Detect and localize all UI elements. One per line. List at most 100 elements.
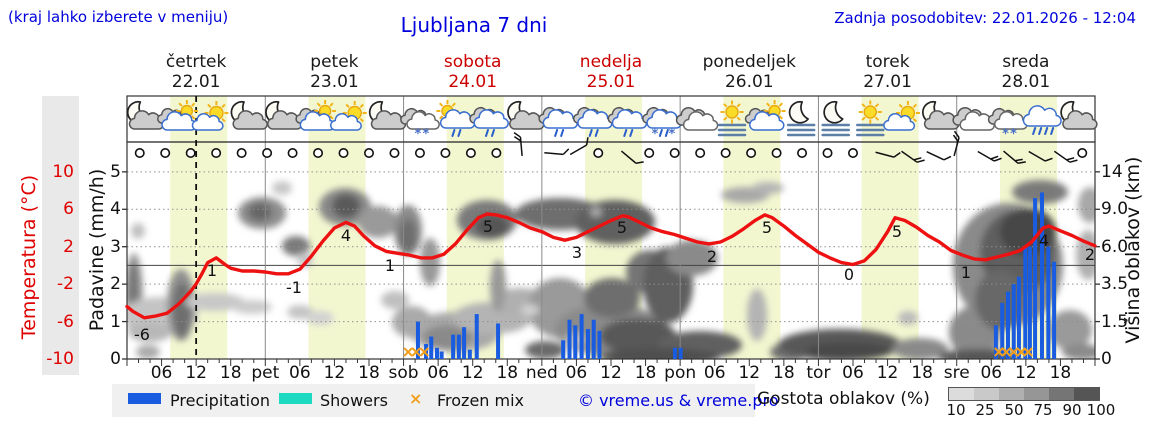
svg-text:*: * bbox=[422, 127, 429, 142]
svg-text:3: 3 bbox=[572, 243, 582, 262]
cloud-tick-14: 14 bbox=[1101, 161, 1123, 182]
temp-tick--2: -2 bbox=[57, 274, 74, 295]
weather-icon-snow-cloud: * * bbox=[987, 107, 1028, 142]
precip-tick-0: 0 bbox=[110, 349, 121, 369]
time-label-6-12: 12 bbox=[1015, 363, 1037, 383]
time-label-2-18: 18 bbox=[496, 363, 519, 383]
day-date: 22.01 bbox=[171, 72, 221, 92]
svg-text:*: * bbox=[651, 127, 658, 142]
svg-text:1: 1 bbox=[961, 263, 971, 282]
time-label-2-12: 12 bbox=[461, 363, 484, 383]
weather-icon-sun-shower bbox=[436, 100, 476, 137]
weather-icon-heavy-rain bbox=[1022, 105, 1062, 135]
time-label-4-12: 12 bbox=[738, 363, 761, 383]
svg-text:-6: -6 bbox=[134, 325, 150, 344]
weather-icon-cloud-sun bbox=[157, 100, 198, 131]
day-header-petek: petek 23.01 bbox=[265, 52, 403, 92]
day-date: 25.01 bbox=[586, 72, 636, 92]
svg-text:5: 5 bbox=[483, 217, 493, 236]
cloud-tick-3.5: 3.5 bbox=[1101, 274, 1129, 295]
frozen-mix-legend-label: Frozen mix bbox=[437, 391, 525, 410]
showers-legend-label: Showers bbox=[320, 391, 388, 410]
density-tick-10: 10 bbox=[946, 401, 966, 419]
time-label-6-18: 18 bbox=[1049, 363, 1072, 383]
day-name: nedelja bbox=[579, 52, 643, 72]
day-name: torek bbox=[865, 52, 910, 72]
svg-text:-1: -1 bbox=[286, 278, 302, 297]
svg-text:5: 5 bbox=[892, 222, 902, 241]
time-label-5-06: 06 bbox=[842, 363, 864, 383]
temperature-value-labels: -6 1 -1 4 1 5 3 5 2 5 0 5 1 4 2 bbox=[134, 217, 1095, 344]
precip-tick-2: 2 bbox=[110, 274, 121, 295]
frozen-mix-icon: × bbox=[409, 389, 423, 408]
weather-icon-sun-cloud bbox=[883, 101, 920, 131]
weather-icon-cloud-sun bbox=[744, 100, 786, 131]
temp-tick--6: -6 bbox=[57, 311, 74, 332]
day-date: 27.01 bbox=[863, 72, 912, 92]
day-date: 28.01 bbox=[1001, 72, 1051, 92]
time-label-0-18: 18 bbox=[219, 363, 242, 383]
svg-text:5: 5 bbox=[762, 218, 772, 237]
temp-tick-10: 10 bbox=[52, 161, 74, 182]
svg-text:2: 2 bbox=[707, 247, 717, 266]
weather-icon-rain-cloud bbox=[572, 106, 613, 137]
svg-text:*: * bbox=[414, 127, 421, 142]
day-header-nedelja: nedelja 25.01 bbox=[542, 52, 680, 92]
time-label-5-12: 12 bbox=[876, 363, 899, 383]
temperature-axis-strip bbox=[42, 96, 79, 375]
day-abbr-pon: pon bbox=[664, 363, 697, 383]
svg-text:0: 0 bbox=[844, 265, 854, 284]
weather-icon-sun-cloud bbox=[191, 101, 229, 131]
page-title: Ljubljana 7 dni bbox=[400, 13, 548, 37]
svg-text:4: 4 bbox=[1039, 231, 1049, 250]
weather-icon-snow-cloud: * * bbox=[400, 107, 440, 142]
precipitation-legend-label: Precipitation bbox=[170, 391, 271, 410]
showers-swatch bbox=[279, 393, 312, 404]
day-name: sreda bbox=[1002, 52, 1050, 72]
last-updated: Zadnja posodobitev: 22.01.2026 - 12:04 bbox=[834, 9, 1136, 27]
density-tick-90: 90 bbox=[1062, 401, 1082, 419]
weather-icon-moon-cloud bbox=[922, 100, 960, 130]
frozen-mix-marks bbox=[403, 347, 1033, 357]
legend-band bbox=[112, 384, 755, 417]
weather-icons-row: * * * * * * bbox=[126, 100, 1098, 142]
cloud-tick-6.0: 6.0 bbox=[1101, 236, 1129, 257]
temp-tick-2: 2 bbox=[63, 236, 74, 257]
day-abbr-sre: sre bbox=[943, 363, 970, 383]
density-tick-25: 25 bbox=[975, 401, 995, 419]
density-swatch-75 bbox=[1024, 388, 1049, 400]
time-label-0-06: 06 bbox=[150, 363, 173, 383]
weather-icon-sleet-cloud: * * bbox=[642, 106, 682, 142]
weather-icon-moon-cloud bbox=[368, 100, 407, 130]
svg-text:*: * bbox=[1002, 127, 1009, 142]
density-tick-50: 50 bbox=[1004, 401, 1024, 419]
precipitation-bars bbox=[415, 192, 1057, 359]
copyright-link[interactable]: © vreme.us & vreme.pro bbox=[578, 391, 779, 410]
svg-text:*: * bbox=[1010, 127, 1017, 142]
weather-icon-cloudy bbox=[675, 107, 719, 131]
density-swatch-90 bbox=[1049, 388, 1074, 400]
cloud-density-legend-label: Gostota oblakov (%) bbox=[757, 389, 930, 409]
weather-icon-fog-sun bbox=[856, 100, 885, 137]
day-header-četrtek: četrtek 22.01 bbox=[127, 52, 265, 92]
density-swatch-50 bbox=[999, 388, 1024, 400]
day-date: 24.01 bbox=[448, 72, 498, 92]
svg-text:1: 1 bbox=[207, 261, 217, 280]
svg-text:*: * bbox=[668, 127, 675, 142]
cloud-density-gradient-bar bbox=[948, 387, 1100, 401]
day-name: petek bbox=[310, 52, 359, 72]
day-name: četrtek bbox=[165, 52, 227, 72]
time-label-5-18: 18 bbox=[911, 363, 933, 383]
weather-icon-sun-cloud bbox=[330, 101, 367, 131]
day-header-torek: torek 27.01 bbox=[818, 52, 956, 92]
precipitation-swatch bbox=[128, 393, 161, 404]
precip-tick-4: 4 bbox=[110, 199, 121, 220]
time-label-3-18: 18 bbox=[634, 363, 657, 383]
cloud-tick-0: 0 bbox=[1101, 349, 1112, 369]
weather-icon-fog-sun bbox=[717, 100, 747, 137]
time-label-6-06: 06 bbox=[980, 363, 1003, 383]
time-label-1-06: 06 bbox=[289, 363, 311, 383]
temp-tick--10: -10 bbox=[46, 349, 74, 369]
svg-text:1: 1 bbox=[385, 256, 395, 275]
